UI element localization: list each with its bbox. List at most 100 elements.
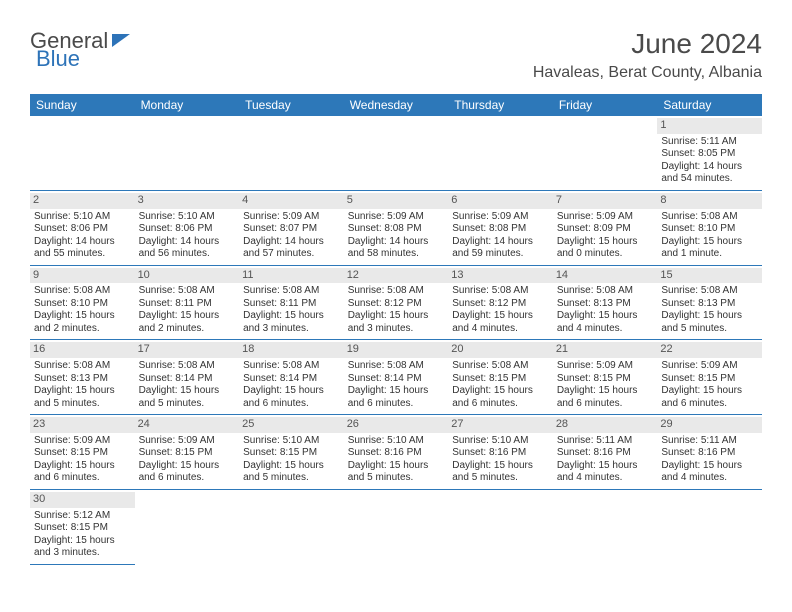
brand-logo-line2: Blue (36, 46, 80, 72)
sunset-text: Sunset: 8:14 PM (348, 373, 445, 386)
sunset-text: Sunset: 8:12 PM (452, 298, 549, 311)
sunrise-text: Sunrise: 5:09 AM (452, 211, 549, 224)
calendar-cell: 21Sunrise: 5:09 AMSunset: 8:15 PMDayligh… (553, 340, 658, 415)
sunset-text: Sunset: 8:16 PM (557, 447, 654, 460)
daylight-text: Daylight: 15 hours and 6 minutes. (452, 385, 549, 410)
calendar-cell: 29Sunrise: 5:11 AMSunset: 8:16 PMDayligh… (657, 415, 762, 490)
daylight-text: Daylight: 15 hours and 3 minutes. (34, 535, 131, 560)
calendar-cell (30, 116, 135, 190)
title-block: June 2024 Havaleas, Berat County, Albani… (533, 28, 762, 82)
daylight-text: Daylight: 15 hours and 6 minutes. (243, 385, 340, 410)
daylight-text: Daylight: 14 hours and 59 minutes. (452, 236, 549, 261)
daylight-text: Daylight: 14 hours and 55 minutes. (34, 236, 131, 261)
calendar-cell (553, 116, 658, 190)
daylight-text: Daylight: 15 hours and 4 minutes. (452, 310, 549, 335)
sunset-text: Sunset: 8:15 PM (34, 522, 131, 535)
daylight-text: Daylight: 15 hours and 6 minutes. (348, 385, 445, 410)
day-number: 20 (448, 342, 553, 358)
daylight-text: Daylight: 14 hours and 56 minutes. (139, 236, 236, 261)
sunrise-text: Sunrise: 5:08 AM (34, 285, 131, 298)
daylight-text: Daylight: 15 hours and 3 minutes. (243, 310, 340, 335)
sunrise-text: Sunrise: 5:10 AM (452, 435, 549, 448)
daylight-text: Daylight: 15 hours and 0 minutes. (557, 236, 654, 261)
daylight-text: Daylight: 15 hours and 6 minutes. (34, 460, 131, 485)
day-number: 15 (657, 268, 762, 284)
sunset-text: Sunset: 8:12 PM (348, 298, 445, 311)
calendar-cell: 10Sunrise: 5:08 AMSunset: 8:11 PMDayligh… (135, 265, 240, 340)
day-number: 30 (30, 492, 135, 508)
sunrise-text: Sunrise: 5:09 AM (139, 435, 236, 448)
calendar-cell: 13Sunrise: 5:08 AMSunset: 8:12 PMDayligh… (448, 265, 553, 340)
sunset-text: Sunset: 8:16 PM (348, 447, 445, 460)
day-number: 9 (30, 268, 135, 284)
calendar-cell (448, 489, 553, 564)
calendar-cell: 23Sunrise: 5:09 AMSunset: 8:15 PMDayligh… (30, 415, 135, 490)
daylight-text: Daylight: 15 hours and 6 minutes. (139, 460, 236, 485)
day-number: 14 (553, 268, 658, 284)
sunrise-text: Sunrise: 5:09 AM (348, 211, 445, 224)
weekday-header: Thursday (448, 94, 553, 116)
calendar-table: SundayMondayTuesdayWednesdayThursdayFrid… (30, 94, 762, 565)
sunrise-text: Sunrise: 5:11 AM (661, 435, 758, 448)
calendar-cell: 12Sunrise: 5:08 AMSunset: 8:12 PMDayligh… (344, 265, 449, 340)
calendar-cell: 14Sunrise: 5:08 AMSunset: 8:13 PMDayligh… (553, 265, 658, 340)
day-number: 7 (553, 193, 658, 209)
daylight-text: Daylight: 14 hours and 58 minutes. (348, 236, 445, 261)
calendar-cell: 2Sunrise: 5:10 AMSunset: 8:06 PMDaylight… (30, 190, 135, 265)
sunrise-text: Sunrise: 5:08 AM (557, 285, 654, 298)
day-number: 26 (344, 417, 449, 433)
sunrise-text: Sunrise: 5:08 AM (348, 360, 445, 373)
day-number: 3 (135, 193, 240, 209)
calendar-row: 9Sunrise: 5:08 AMSunset: 8:10 PMDaylight… (30, 265, 762, 340)
sunset-text: Sunset: 8:13 PM (661, 298, 758, 311)
sunrise-text: Sunrise: 5:10 AM (243, 435, 340, 448)
daylight-text: Daylight: 15 hours and 5 minutes. (34, 385, 131, 410)
day-number: 29 (657, 417, 762, 433)
sunset-text: Sunset: 8:15 PM (661, 373, 758, 386)
sunrise-text: Sunrise: 5:09 AM (243, 211, 340, 224)
flag-icon (112, 34, 132, 48)
calendar-cell: 30Sunrise: 5:12 AMSunset: 8:15 PMDayligh… (30, 489, 135, 564)
weekday-header: Wednesday (344, 94, 449, 116)
calendar-cell (135, 489, 240, 564)
daylight-text: Daylight: 15 hours and 2 minutes. (139, 310, 236, 335)
daylight-text: Daylight: 15 hours and 5 minutes. (452, 460, 549, 485)
calendar-cell: 1Sunrise: 5:11 AMSunset: 8:05 PMDaylight… (657, 116, 762, 190)
calendar-cell: 20Sunrise: 5:08 AMSunset: 8:15 PMDayligh… (448, 340, 553, 415)
calendar-cell: 8Sunrise: 5:08 AMSunset: 8:10 PMDaylight… (657, 190, 762, 265)
sunrise-text: Sunrise: 5:08 AM (452, 285, 549, 298)
weekday-header: Saturday (657, 94, 762, 116)
calendar-cell: 3Sunrise: 5:10 AMSunset: 8:06 PMDaylight… (135, 190, 240, 265)
calendar-cell (344, 116, 449, 190)
sunset-text: Sunset: 8:11 PM (139, 298, 236, 311)
sunset-text: Sunset: 8:15 PM (557, 373, 654, 386)
sunset-text: Sunset: 8:16 PM (661, 447, 758, 460)
calendar-cell: 27Sunrise: 5:10 AMSunset: 8:16 PMDayligh… (448, 415, 553, 490)
day-number: 22 (657, 342, 762, 358)
sunrise-text: Sunrise: 5:10 AM (348, 435, 445, 448)
daylight-text: Daylight: 15 hours and 6 minutes. (557, 385, 654, 410)
sunrise-text: Sunrise: 5:08 AM (139, 285, 236, 298)
day-number: 23 (30, 417, 135, 433)
sunset-text: Sunset: 8:11 PM (243, 298, 340, 311)
sunset-text: Sunset: 8:15 PM (243, 447, 340, 460)
calendar-cell (239, 489, 344, 564)
daylight-text: Daylight: 15 hours and 5 minutes. (139, 385, 236, 410)
calendar-cell: 4Sunrise: 5:09 AMSunset: 8:07 PMDaylight… (239, 190, 344, 265)
sunrise-text: Sunrise: 5:08 AM (661, 211, 758, 224)
calendar-cell: 25Sunrise: 5:10 AMSunset: 8:15 PMDayligh… (239, 415, 344, 490)
calendar-row: 23 Sunrise: 5:09 AM Sunset: 8:15 PM Dayligh… (30, 415, 762, 490)
sunrise-text: Sunrise: 5:08 AM (34, 360, 131, 373)
sunrise-text: Sunrise: 5:10 AM (34, 211, 131, 224)
day-number: 4 (239, 193, 344, 209)
sunset-text: Sunset: 8:10 PM (34, 298, 131, 311)
calendar-cell: 9Sunrise: 5:08 AMSunset: 8:10 PMDaylight… (30, 265, 135, 340)
day-number: 11 (239, 268, 344, 284)
sunset-text: Sunset: 8:14 PM (139, 373, 236, 386)
weekday-header: Tuesday (239, 94, 344, 116)
calendar-cell: 16Sunrise: 5:08 AMSunset: 8:13 PMDayligh… (30, 340, 135, 415)
day-number: 1 (657, 118, 762, 134)
calendar-body: 1Sunrise: 5:11 AMSunset: 8:05 PMDaylight… (30, 116, 762, 564)
day-number: 13 (448, 268, 553, 284)
daylight-text: Daylight: 15 hours and 5 minutes. (348, 460, 445, 485)
